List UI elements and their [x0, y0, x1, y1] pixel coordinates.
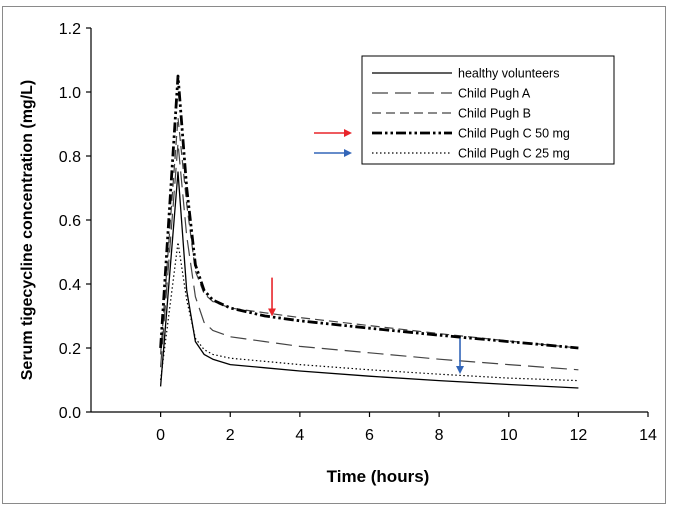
legend-label: Child Pugh C 25 mg: [458, 147, 570, 161]
x-ticks: 0 2 4 6 8 10 12 14: [156, 412, 657, 444]
line-chart: 0.0 0.2 0.4 0.6 0.8 1.0 1.2 0 2 4 6 8 10 12 14 Serum …: [0, 0, 673, 511]
legend: healthy volunteers Child Pugh A Child Pugh…: [362, 56, 614, 164]
x-tick-label: 0: [156, 427, 165, 444]
legend-label: Child Pugh A: [458, 87, 531, 101]
x-tick-label: 4: [295, 427, 304, 444]
y-axis-title: Serum tigecycline concentration (mg/L): [19, 80, 36, 381]
series-line-healthy-volunteers: [161, 172, 579, 388]
x-tick-label: 12: [569, 427, 587, 444]
legend-label: Child Pugh C 50 mg: [458, 127, 570, 141]
y-tick-label: 0.6: [59, 213, 81, 230]
y-tick-label: 0.0: [59, 405, 81, 422]
y-ticks: 0.0 0.2 0.4 0.6 0.8 1.0 1.2: [59, 21, 91, 422]
y-tick-label: 1.0: [59, 85, 81, 102]
y-tick-label: 0.2: [59, 341, 81, 358]
x-tick-label: 6: [365, 427, 374, 444]
y-tick-label: 0.8: [59, 149, 81, 166]
y-tick-label: 0.4: [59, 277, 81, 294]
x-axis-title: Time (hours): [327, 467, 430, 486]
legend-label: Child Pugh B: [458, 107, 531, 121]
series-line-child-pugh-a: [161, 143, 579, 370]
y-tick-label: 1.2: [59, 21, 81, 38]
x-tick-label: 8: [435, 427, 444, 444]
series-line-child-pugh-c-25-mg: [161, 242, 579, 380]
x-tick-label: 14: [639, 427, 657, 444]
annotations: [272, 133, 460, 372]
x-tick-label: 2: [226, 427, 235, 444]
x-tick-label: 10: [500, 427, 518, 444]
legend-label: healthy volunteers: [458, 67, 559, 81]
